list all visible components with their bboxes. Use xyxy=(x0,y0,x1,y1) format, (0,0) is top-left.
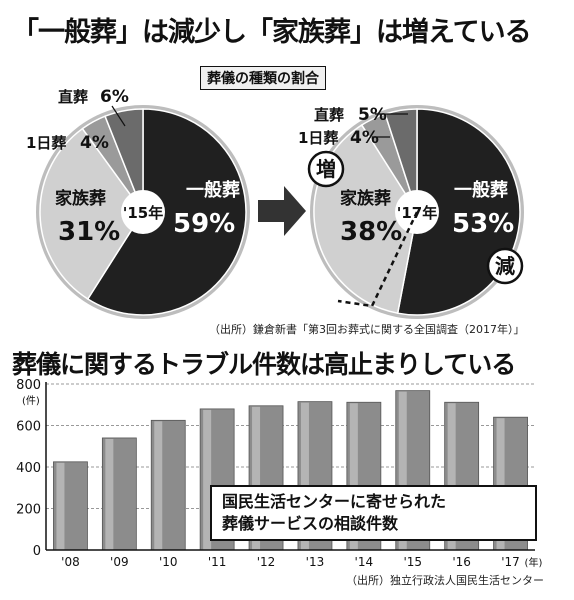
bar-highlight xyxy=(496,418,505,550)
bar-note-line-2: 葬儀サービスの相談件数 xyxy=(222,514,399,533)
pie-1-center xyxy=(121,190,165,234)
increase-badge xyxy=(307,150,345,188)
bar-highlight xyxy=(56,462,65,550)
pie-2-label-chokusou: 直葬 xyxy=(314,106,344,124)
bar-highlight xyxy=(300,402,309,550)
bar-highlight xyxy=(252,406,261,550)
bar-source: （出所）独立行政法人国民生活センター xyxy=(346,574,544,587)
bar-highlight xyxy=(105,438,114,550)
bar-headline: 葬儀に関するトラブル件数は高止まりしている xyxy=(12,350,516,379)
x-tick-label: '12 xyxy=(257,555,276,569)
x-tick-label: '13 xyxy=(306,555,325,569)
x-tick-label: '08 xyxy=(61,555,80,569)
decrease-badge xyxy=(486,247,524,285)
bar-note: 国民生活センターに寄せられた 葬儀サービスの相談件数 xyxy=(210,485,537,541)
headline: 「一般葬」は減少し「家族葬」は増えている xyxy=(12,17,532,48)
bar-highlight xyxy=(398,391,407,550)
pie-subtitle: 葬儀の種類の割合 xyxy=(200,66,326,90)
y-tick-label: 400 xyxy=(16,461,41,476)
pie-1-label-ippan: 一般葬 xyxy=(186,179,240,201)
pie-1-value-ippan: 59% xyxy=(173,209,235,239)
pie-1-slice-kazoku xyxy=(39,127,144,301)
pie-2-value-ichinichi: 4% xyxy=(350,128,379,148)
pie-2-value-chokusou: 5% xyxy=(358,105,387,125)
pie-1-label-kazoku: 家族葬 xyxy=(55,188,106,209)
pie-1-slice-chokusou xyxy=(104,108,144,213)
x-tick-label: '17 xyxy=(501,555,520,569)
increase-badge-label: 増 xyxy=(316,157,336,181)
pie-1-value-ichinichi: 4% xyxy=(80,133,109,153)
x-tick-label: '16 xyxy=(452,555,471,569)
pie-2-label-ippan: 一般葬 xyxy=(454,179,508,201)
bar-highlight xyxy=(203,409,212,550)
bar-note-line-1: 国民生活センターに寄せられた xyxy=(222,492,447,511)
pie-1-slice-ippan xyxy=(86,108,247,316)
pie-1-label-ichinichi: 1日葬 xyxy=(26,134,66,152)
pie-2-label-kazoku: 家族葬 xyxy=(340,188,391,209)
pie-2-increase-outline xyxy=(337,211,419,308)
arrow-icon xyxy=(258,186,306,236)
x-tick-label: '11 xyxy=(208,555,227,569)
x-tick-label: '10 xyxy=(159,555,178,569)
pie-1: '15年 一般葬 59% 家族葬 31% 1日葬 4% 直葬 6% xyxy=(26,87,250,319)
x-tick-label: '09 xyxy=(110,555,129,569)
x-tick-label: '14 xyxy=(355,555,374,569)
x-unit-label: (年) xyxy=(525,556,543,569)
y-tick-label: 600 xyxy=(16,420,41,435)
decrease-badge-label: 減 xyxy=(495,254,515,278)
pie-1-value-chokusou: 6% xyxy=(100,87,129,107)
bar-highlight xyxy=(447,403,456,550)
pie-1-value-kazoku: 31% xyxy=(58,217,120,247)
bar-highlight xyxy=(349,403,358,550)
y-tick-label: 0 xyxy=(33,544,41,559)
x-tick-label: '15 xyxy=(403,555,422,569)
pie-source: （出所）鎌倉新書「第3回お葬式に関する全国調査（2017年）」 xyxy=(209,323,525,336)
y-tick-label: 800 xyxy=(16,378,41,393)
pie-1-year-label: '15年 xyxy=(123,204,163,222)
pie-2-value-kazoku: 38% xyxy=(340,217,402,247)
pie-2-label-ichinichi: 1日葬 xyxy=(298,129,338,147)
pie-1-label-chokusou: 直葬 xyxy=(58,88,88,106)
y-tick-label: 200 xyxy=(16,503,41,518)
y-unit-label: (件) xyxy=(22,395,40,407)
bar-highlight xyxy=(154,421,163,550)
pie-2-value-ippan: 53% xyxy=(452,209,514,239)
pie-1-leader-chokusou xyxy=(111,105,126,127)
